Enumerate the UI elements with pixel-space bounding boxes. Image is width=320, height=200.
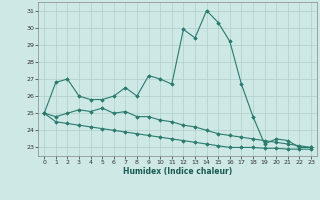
X-axis label: Humidex (Indice chaleur): Humidex (Indice chaleur) xyxy=(123,167,232,176)
